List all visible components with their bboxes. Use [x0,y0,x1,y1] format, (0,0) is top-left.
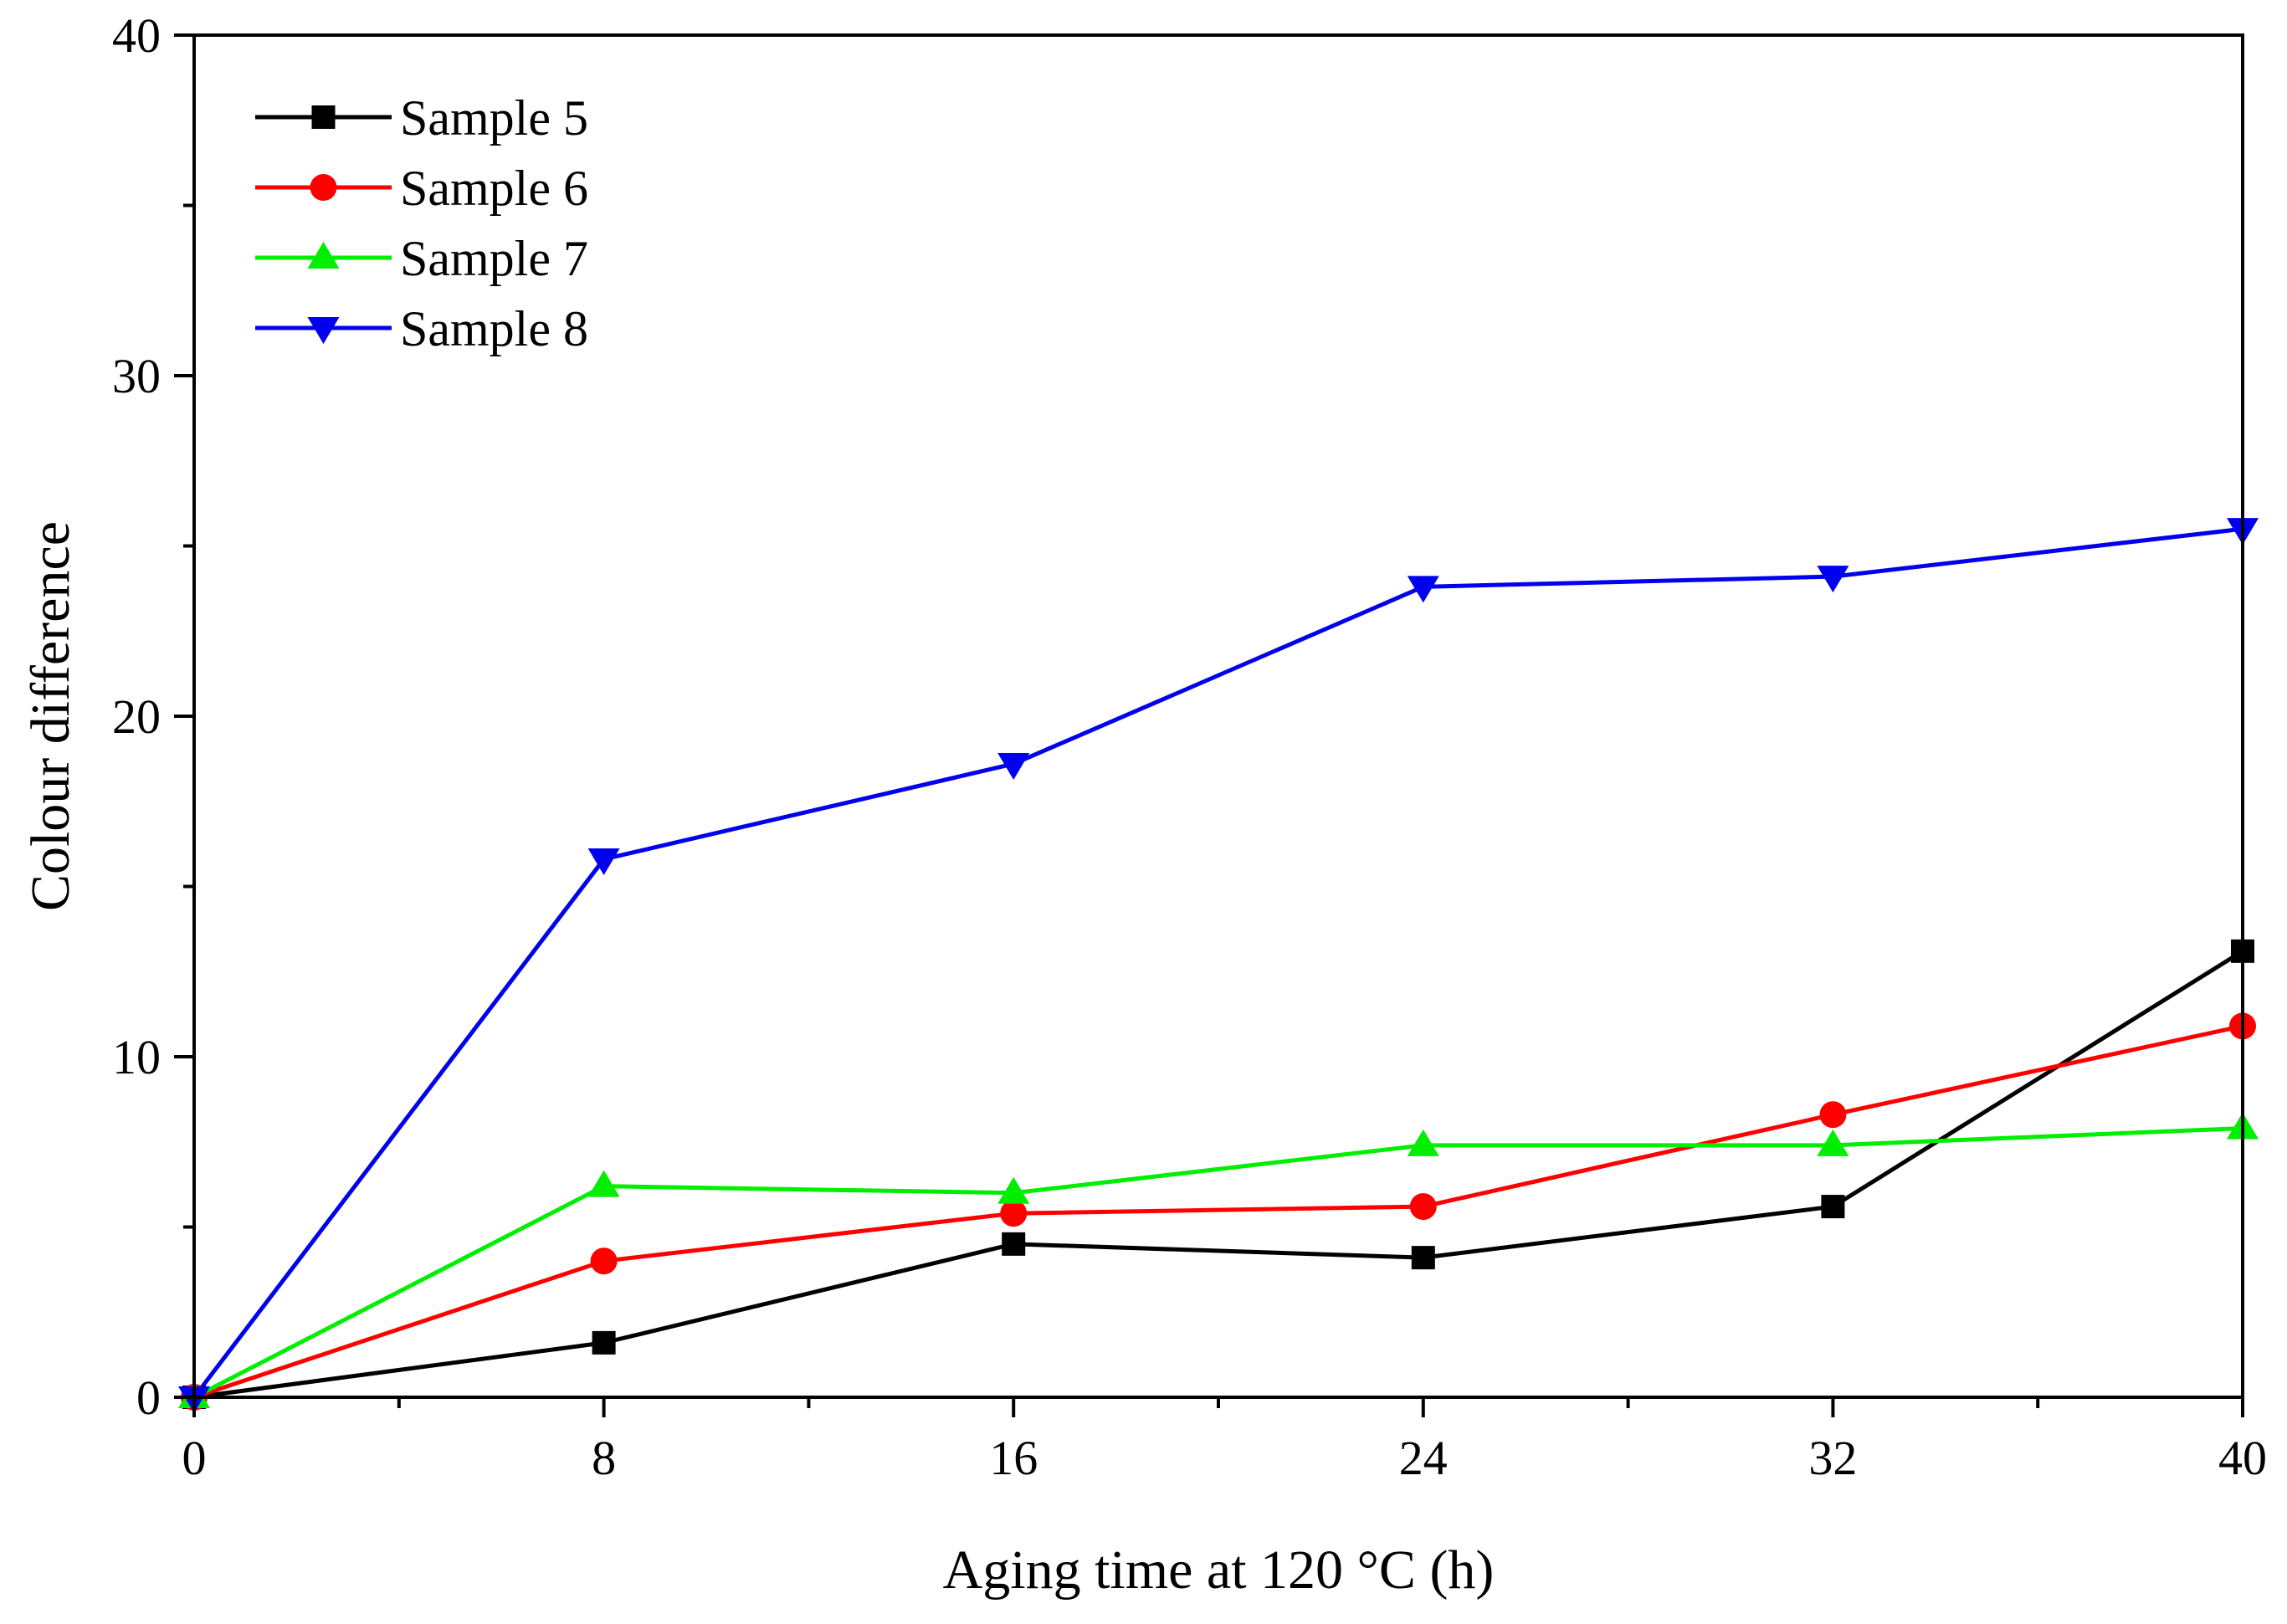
data-point-s6-3 [1409,1193,1437,1221]
legend-label-sample-6: Sample 6 [400,161,588,216]
data-point-s5-4 [1821,1195,1845,1219]
legend-marker-8 [307,317,340,344]
series-line-7 [192,1125,2243,1400]
y-tick-label-10: 10 [112,1030,161,1084]
data-point-s7-4 [1817,1129,1849,1156]
x-tick-label-16: 16 [989,1431,1038,1485]
y-tick-label-30: 30 [112,349,161,403]
legend-marker-6 [310,174,337,201]
data-point-s7-3 [1407,1129,1439,1156]
legend-label-sample-7: Sample 7 [400,231,588,286]
x-tick-label-8: 8 [592,1431,616,1485]
axes-layer: 0 8 16 24 32 40 0 10 20 30 40 Aging time at 120 °C … [20,8,2267,1601]
x-tick-label-32: 32 [1808,1431,1857,1485]
data-point-s8-3 [1407,576,1439,603]
data-point-s8-2 [997,752,1030,780]
legend-marker-5 [311,105,336,129]
data-point-s5-3 [1411,1246,1435,1270]
data-point-s5-2 [1002,1232,1026,1256]
x-tick-label-24: 24 [1399,1431,1448,1485]
series-line-5 [193,949,2244,1400]
x-tick-label-40: 40 [2218,1431,2267,1485]
legend-marker-7 [307,242,340,269]
x-axis-title: Aging time at 120 °C (h) [943,1539,1495,1601]
data-point-s7-1 [587,1170,620,1197]
y-tick-label-20: 20 [112,689,161,744]
data-point-s8-1 [587,848,620,875]
data-point-s6-2 [1000,1200,1028,1227]
data-point-s6-1 [590,1247,618,1275]
legend-label-sample-8: Sample 8 [400,301,588,356]
data-point-s5-1 [592,1330,616,1355]
y-tick-label-40: 40 [112,8,161,63]
legend-label-sample-5: Sample 5 [400,90,588,146]
x-tick-label-0: 0 [182,1431,207,1485]
data-point-s8-4 [1817,566,1849,593]
legend: Sample 5 Sample 6 Sample 7 Sample 8 [255,90,588,356]
series-layer [178,518,2259,1413]
series-line-6 [193,1023,2243,1400]
y-tick-label-0: 0 [136,1370,161,1425]
y-axis-title: Colour difference [20,521,81,911]
data-point-s6-4 [1819,1101,1847,1129]
series-line-8 [192,526,2243,1399]
data-point-s7-2 [997,1176,1030,1204]
